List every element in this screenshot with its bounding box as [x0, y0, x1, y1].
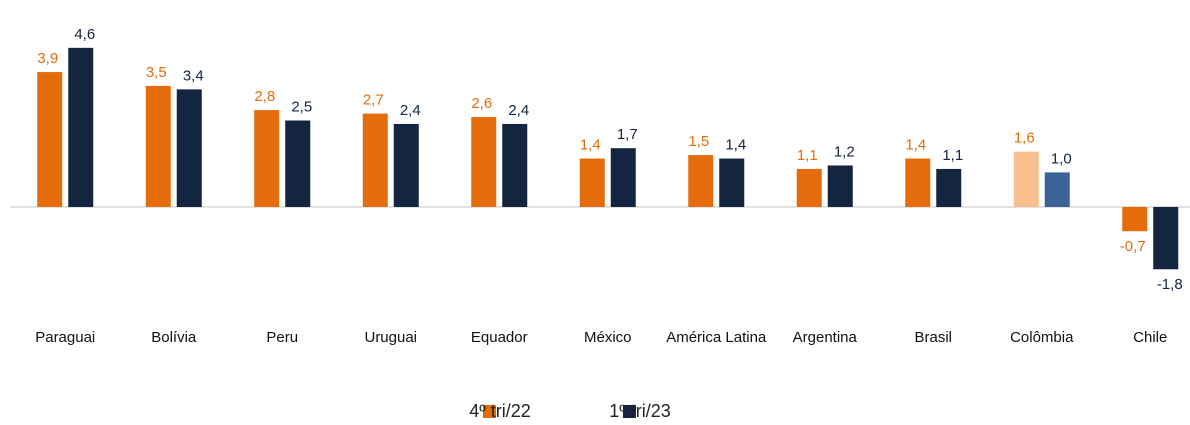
value-label: 1,2: [834, 143, 855, 160]
x-tick-label: Chile: [1133, 329, 1168, 346]
value-label: 1,4: [905, 137, 926, 154]
bar: [393, 123, 419, 207]
bar: [905, 158, 931, 207]
value-label: 1,7: [617, 126, 638, 143]
bar: [827, 165, 853, 207]
bar: [719, 158, 745, 207]
value-label: 2,8: [254, 88, 275, 105]
value-label: 1,4: [580, 137, 601, 154]
value-label: 4,6: [74, 26, 95, 43]
bar: [37, 72, 63, 207]
bar: [471, 117, 497, 207]
bar: [145, 85, 171, 207]
x-tick-label: Peru: [266, 329, 299, 346]
value-label: 1,6: [1014, 130, 1035, 147]
value-label: 3,4: [183, 67, 204, 84]
x-tick-label: Argentina: [792, 329, 857, 346]
x-tick-label: Brasil: [914, 329, 952, 346]
x-tick-label: Colômbia: [1010, 329, 1074, 346]
bar: [796, 168, 822, 207]
value-label: -0,7: [1120, 238, 1146, 255]
bar: [1153, 207, 1179, 270]
bar: [285, 120, 311, 207]
x-tick-label: Equador: [470, 329, 528, 346]
value-label: 2,4: [400, 102, 421, 119]
value-label: 1,0: [1051, 150, 1072, 167]
bar: [688, 155, 714, 207]
bar: [1122, 207, 1148, 232]
value-label: 2,6: [471, 95, 492, 112]
value-label: -1,8: [1157, 276, 1183, 293]
x-tick-label: América Latina: [666, 329, 767, 346]
value-label: 2,5: [291, 98, 312, 115]
legend-label: 4º tri/22: [469, 401, 531, 421]
value-label: 1,1: [797, 147, 818, 164]
value-label: 2,7: [363, 92, 384, 109]
bar: [254, 110, 280, 207]
legend-label: 1º tri/23: [609, 401, 671, 421]
bar: [610, 148, 636, 207]
legend-swatch: [483, 405, 496, 418]
value-label: 3,5: [146, 64, 167, 81]
value-label: 1,4: [725, 137, 746, 154]
bar: [936, 168, 962, 207]
x-tick-label: Uruguai: [364, 329, 418, 346]
bar: [362, 113, 388, 207]
bar: [68, 47, 94, 208]
x-tick-label: Bolívia: [151, 329, 197, 346]
x-tick-label: México: [583, 329, 632, 346]
bar: [579, 158, 605, 207]
x-tick-label: Paraguai: [35, 329, 96, 346]
value-label: 1,5: [688, 133, 709, 150]
value-label: 3,9: [37, 50, 58, 67]
legend-swatch: [623, 405, 636, 418]
bar: [502, 123, 528, 207]
bar: [1013, 151, 1039, 207]
value-label: 1,1: [942, 147, 963, 164]
value-label: 2,4: [508, 102, 529, 119]
bar: [176, 89, 202, 207]
bar: [1044, 172, 1070, 207]
